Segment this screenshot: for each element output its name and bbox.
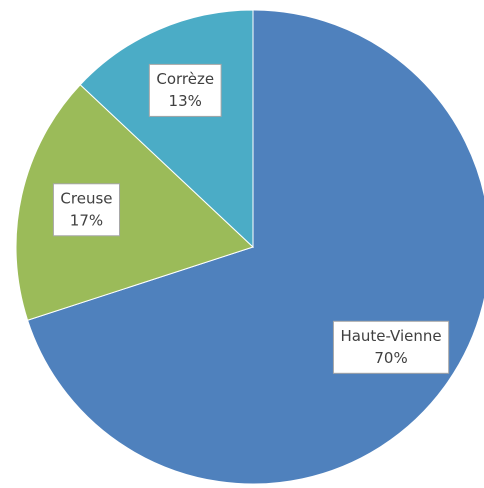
label-category: Corrèze [156, 70, 214, 88]
label-box [332, 320, 450, 374]
data-label: Corrèze 13% [148, 63, 222, 117]
label-category: Creuse [60, 189, 112, 207]
label-value: 17% [70, 211, 103, 229]
label-value: 70% [374, 349, 407, 367]
data-label: Haute-Vienne 70% [332, 320, 450, 374]
label-box [148, 63, 222, 117]
label-value: 13% [169, 92, 202, 110]
label-category: Haute-Vienne [340, 327, 441, 345]
pie-slice [15, 84, 254, 321]
label-box [52, 183, 121, 237]
data-label: Creuse 17% [52, 183, 121, 237]
